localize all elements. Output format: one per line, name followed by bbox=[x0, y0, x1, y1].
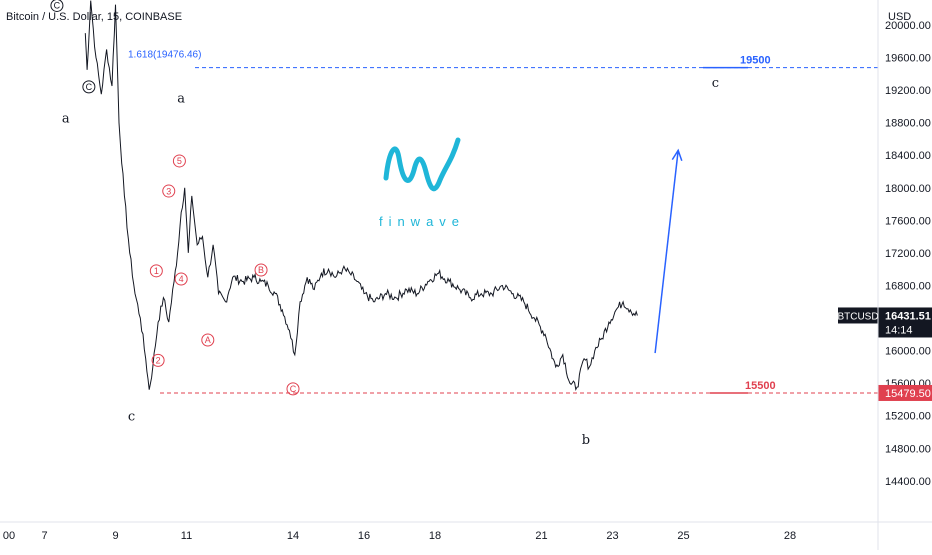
y-tick-label: 17600.00 bbox=[885, 215, 931, 227]
circled-label bbox=[149, 264, 163, 278]
y-tick-label: 15200.00 bbox=[885, 411, 931, 423]
circled-label-text: 2 bbox=[156, 356, 161, 366]
y-tick-label: 17200.00 bbox=[885, 248, 931, 260]
wave-label: a bbox=[177, 91, 185, 106]
circled-label bbox=[162, 184, 176, 198]
x-tick-label: 25 bbox=[677, 530, 689, 542]
y-tick-label: 16000.00 bbox=[885, 346, 931, 358]
circled-label bbox=[50, 0, 64, 12]
x-tick-label: 16 bbox=[358, 530, 370, 542]
watermark-logo: finwave bbox=[379, 137, 465, 229]
x-tick-label: 11 bbox=[181, 530, 192, 542]
symbol-label: BTCUSD bbox=[837, 311, 878, 322]
wave-logo-icon bbox=[383, 137, 461, 192]
circled-label-text: B bbox=[258, 265, 264, 275]
y-tick-label: 18000.00 bbox=[885, 183, 931, 195]
circled-label-text: C bbox=[54, 1, 61, 11]
last-price-label: 16431.51 bbox=[885, 310, 931, 322]
y-tick-label: 14800.00 bbox=[885, 443, 931, 455]
circled-label bbox=[151, 353, 165, 367]
projection-arrowhead bbox=[671, 148, 683, 161]
circled-label bbox=[201, 333, 215, 347]
circled-label-text: A bbox=[205, 335, 211, 345]
x-tick-label: 18 bbox=[429, 530, 441, 542]
circled-label-text: 4 bbox=[179, 274, 184, 284]
y-tick-label: 19200.00 bbox=[885, 85, 931, 97]
last-price-tag bbox=[878, 307, 932, 338]
support-price-label: 15479.50 bbox=[885, 388, 931, 400]
symbol-tag bbox=[838, 307, 878, 324]
x-tick-label: 9 bbox=[112, 530, 118, 542]
circled-label-text: 5 bbox=[177, 156, 182, 166]
circled-label bbox=[254, 263, 268, 277]
chart-title: Bitcoin / U.S. Dollar, 15, COINBASE bbox=[6, 11, 182, 23]
target-label: 19500 bbox=[740, 55, 771, 67]
projection-arrow bbox=[654, 150, 679, 354]
x-tick-label: 7 bbox=[41, 530, 47, 542]
circled-label-text: 3 bbox=[166, 186, 171, 196]
y-tick-label: 14400.00 bbox=[885, 476, 931, 488]
x-tick-label: 14 bbox=[287, 530, 299, 542]
price-axis-bg bbox=[878, 0, 932, 550]
wave-label: c bbox=[712, 76, 719, 91]
y-tick-label: 18400.00 bbox=[885, 150, 931, 162]
target-label: 15500 bbox=[745, 380, 776, 392]
circled-label-text: C bbox=[86, 82, 93, 92]
y-tick-label: 18800.00 bbox=[885, 118, 931, 130]
x-tick-label: 23 bbox=[606, 530, 618, 542]
y-tick-label: 16800.00 bbox=[885, 280, 931, 292]
x-tick-label: 28 bbox=[784, 530, 796, 542]
y-tick-label: 20000.00 bbox=[885, 20, 931, 32]
circled-label bbox=[286, 382, 300, 396]
support-price-tag bbox=[878, 384, 932, 401]
wave-label: c bbox=[128, 410, 135, 425]
circled-label bbox=[82, 80, 96, 94]
circled-label-text: 1 bbox=[154, 266, 159, 276]
price-line bbox=[84, 0, 638, 392]
circled-label bbox=[174, 272, 188, 286]
y-tick-label: 19600.00 bbox=[885, 53, 931, 65]
x-tick-label: 00 bbox=[3, 530, 15, 542]
circled-label-text: C bbox=[290, 384, 297, 394]
time-axis-bg bbox=[0, 522, 932, 550]
level-ratio-label: 1.618(19476.46) bbox=[128, 50, 201, 61]
wave-label: b bbox=[582, 433, 590, 448]
countdown-label: 14:14 bbox=[885, 324, 913, 336]
currency-label: USD bbox=[888, 11, 911, 23]
circled-label bbox=[172, 154, 186, 168]
logo-wordmark: finwave bbox=[379, 214, 465, 229]
wave-label: a bbox=[62, 112, 70, 127]
x-tick-label: 21 bbox=[535, 530, 547, 542]
